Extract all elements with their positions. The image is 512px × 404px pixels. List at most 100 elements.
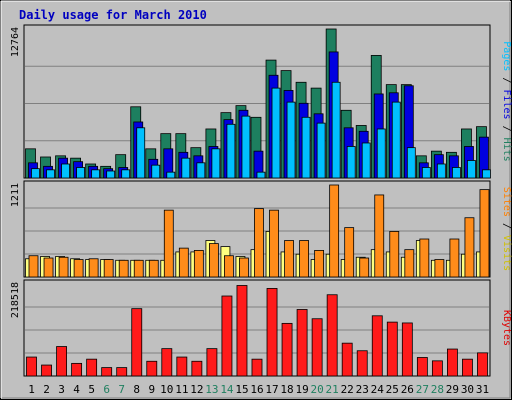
bar-kbytes-day-3 xyxy=(56,346,67,377)
bar-pages-day-16 xyxy=(256,171,266,179)
x-tick-label: 2 xyxy=(43,383,50,396)
bar-sites-day-1 xyxy=(28,255,39,278)
bar-sites-day-8 xyxy=(133,259,144,278)
bar-pages-day-18 xyxy=(286,101,296,179)
legend-entry: / xyxy=(501,120,512,138)
x-tick-label: 30 xyxy=(461,383,474,396)
x-tick-label: 3 xyxy=(58,383,65,396)
bar-pages-day-12 xyxy=(196,162,206,179)
bar-kbytes-day-13 xyxy=(206,348,218,377)
bar-kbytes-day-19 xyxy=(296,309,308,377)
legend-entry: / xyxy=(501,71,512,89)
bar-pages-day-9 xyxy=(151,164,161,179)
bar-kbytes-day-21 xyxy=(326,294,338,377)
bar-pages-day-23 xyxy=(361,142,371,179)
bar-kbytes-day-14 xyxy=(221,295,233,377)
bar-sites-day-30 xyxy=(464,217,475,278)
x-tick-label: 31 xyxy=(476,383,489,396)
legend-entry: Sites xyxy=(501,187,512,217)
bar-pages-day-19 xyxy=(301,116,311,179)
bar-kbytes-day-15 xyxy=(236,285,248,377)
bar-sites-day-10 xyxy=(163,209,174,278)
bar-kbytes-day-30 xyxy=(462,358,473,377)
bar-sites-day-18 xyxy=(284,240,294,278)
y-max-label: 218518 xyxy=(10,282,21,318)
x-tick-label: 12 xyxy=(190,383,203,396)
legend-entry: KBytes xyxy=(501,310,512,346)
x-tick-label: 5 xyxy=(88,383,95,396)
bar-kbytes-day-23 xyxy=(356,350,368,377)
bar-kbytes-day-31 xyxy=(477,352,488,377)
bar-pages-day-29 xyxy=(451,167,461,179)
bar-pages-day-13 xyxy=(211,148,221,179)
bar-sites-day-25 xyxy=(389,231,400,278)
bar-sites-day-9 xyxy=(148,259,159,278)
bar-pages-day-26 xyxy=(406,147,416,179)
bar-sites-day-11 xyxy=(178,247,189,278)
bar-pages-day-2 xyxy=(46,169,55,179)
x-tick-label: 9 xyxy=(148,383,155,396)
bar-pages-day-21 xyxy=(331,81,341,179)
bar-kbytes-day-22 xyxy=(341,342,353,377)
bar-kbytes-day-24 xyxy=(371,315,383,377)
x-tick-label: 16 xyxy=(250,383,263,396)
x-tick-label: 8 xyxy=(133,383,140,396)
bar-sites-day-17 xyxy=(269,209,279,278)
legend-entry: Pages xyxy=(501,41,512,71)
bar-pages-day-24 xyxy=(376,128,386,179)
x-tick-label: 13 xyxy=(205,383,218,396)
bar-sites-day-7 xyxy=(118,259,129,278)
x-tick-label: 17 xyxy=(265,383,278,396)
x-tick-label: 24 xyxy=(371,383,385,396)
bar-pages-day-3 xyxy=(61,163,70,179)
x-tick-label: 15 xyxy=(235,383,248,396)
bar-pages-day-4 xyxy=(76,167,85,179)
bar-sites-day-4 xyxy=(73,259,84,278)
x-tick-label: 10 xyxy=(160,383,173,396)
bar-kbytes-day-5 xyxy=(86,358,98,377)
bar-sites-day-23 xyxy=(359,257,370,278)
chart-title: Daily usage for March 2010 xyxy=(19,8,207,22)
x-tick-label: 23 xyxy=(356,383,369,396)
panel-hits-files-pages: 12764 Pages / Files / Hits xyxy=(10,24,512,179)
bar-pages-day-25 xyxy=(391,101,401,179)
bar-kbytes-day-7 xyxy=(116,367,128,377)
bar-pages-day-5 xyxy=(91,169,101,179)
x-axis-labels: 1 2 3 4 5 6 7 8 9 10 11 12 13 14 15 16 17 18 19 20 21 22 23 24 2… xyxy=(28,383,489,396)
bar-kbytes-day-25 xyxy=(386,321,398,377)
bar-pages-day-17 xyxy=(271,87,281,179)
bar-pages-day-30 xyxy=(467,160,476,179)
x-tick-label: 21 xyxy=(326,383,339,396)
bar-kbytes-day-20 xyxy=(311,318,323,377)
x-tick-label: 4 xyxy=(73,383,80,396)
bar-kbytes-day-26 xyxy=(401,322,413,377)
bar-kbytes-day-9 xyxy=(146,360,158,377)
bar-kbytes-day-29 xyxy=(446,348,458,377)
x-tick-label: 28 xyxy=(431,383,444,396)
x-tick-label: 18 xyxy=(280,383,293,396)
x-tick-label: 11 xyxy=(175,383,188,396)
y-max-label: 1211 xyxy=(10,183,21,207)
bar-sites-day-14 xyxy=(224,255,234,278)
x-tick-label: 26 xyxy=(401,383,414,396)
series-sites xyxy=(28,184,490,278)
bar-kbytes-day-1 xyxy=(26,356,37,377)
bar-pages-day-31 xyxy=(482,169,491,179)
bar-kbytes-day-2 xyxy=(41,364,52,377)
bar-sites-day-24 xyxy=(374,194,385,278)
legend-entry: Hits xyxy=(501,138,512,162)
bar-kbytes-day-18 xyxy=(281,322,293,377)
bar-sites-day-21 xyxy=(329,184,340,278)
x-tick-label: 20 xyxy=(311,383,324,396)
bar-kbytes-day-12 xyxy=(191,360,203,377)
y-max-label: 12764 xyxy=(10,27,21,57)
x-tick-label: 14 xyxy=(220,383,234,396)
x-tick-label: 19 xyxy=(295,383,308,396)
bar-sites-day-3 xyxy=(58,256,69,278)
bar-kbytes-day-11 xyxy=(176,356,188,377)
panel-kbytes: 218518 KBytes xyxy=(10,279,512,377)
legend-entry: Visits xyxy=(501,235,512,271)
bar-pages-day-7 xyxy=(121,169,131,179)
